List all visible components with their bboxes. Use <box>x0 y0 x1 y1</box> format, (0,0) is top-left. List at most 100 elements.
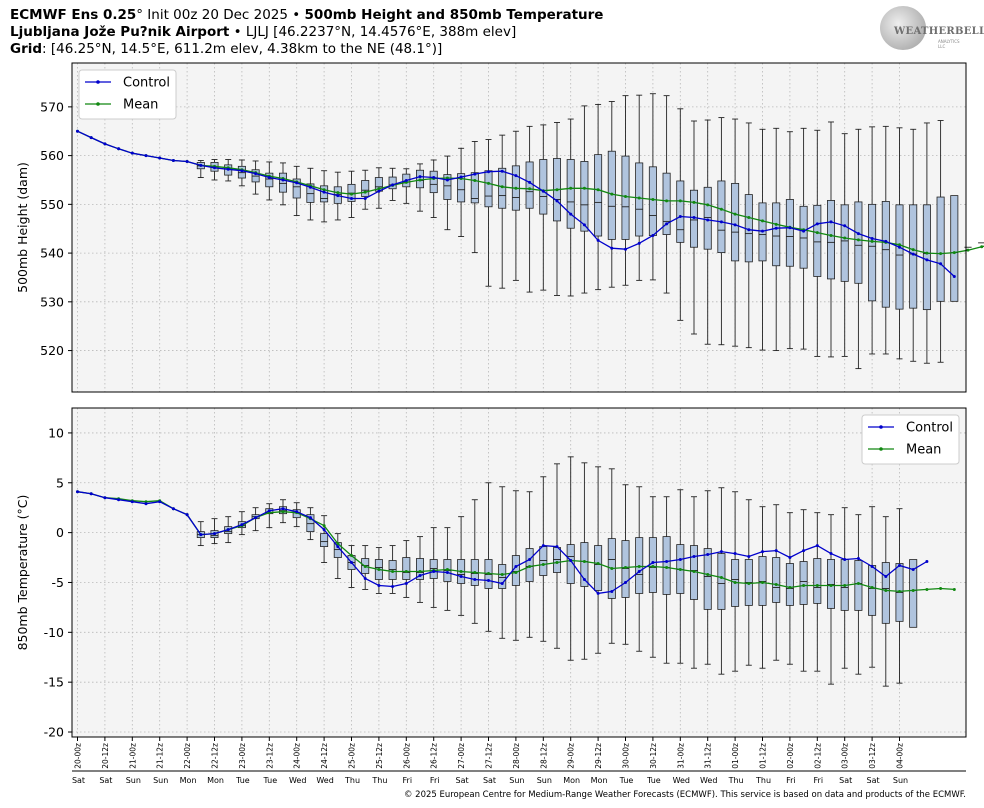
mean-point <box>665 199 669 203</box>
box <box>265 172 274 188</box>
box <box>868 203 877 302</box>
box <box>936 196 945 302</box>
control-point <box>322 528 326 532</box>
mean-point <box>747 216 751 220</box>
control-point <box>747 228 751 232</box>
control-point <box>514 565 518 569</box>
control-point <box>350 196 353 200</box>
box <box>415 558 424 580</box>
control-point <box>432 176 436 180</box>
control-point <box>911 252 915 256</box>
control-point <box>267 509 271 513</box>
mean-point <box>952 587 956 591</box>
x-date-label: 01-12z <box>759 743 768 769</box>
mean-point <box>487 181 490 185</box>
box <box>881 562 890 624</box>
mean-point <box>925 251 929 255</box>
mean-point <box>391 570 395 574</box>
x-date-label: 03-00z <box>841 743 850 769</box>
control-point <box>144 502 148 506</box>
mean-point <box>815 583 819 587</box>
mean-point <box>624 195 627 199</box>
mean-point <box>884 588 888 592</box>
mean-point <box>624 566 627 570</box>
x-date-label: 22-00z <box>183 743 192 769</box>
control-point <box>610 246 614 250</box>
box <box>895 204 904 310</box>
control-point <box>404 178 408 182</box>
control-point <box>295 181 299 185</box>
x-day-label: Tue <box>262 776 277 785</box>
station-name: Ljubljana Jože Pu?nik Airport <box>10 24 230 40</box>
control-point <box>473 577 477 581</box>
mean-point <box>350 192 353 196</box>
x-day-label: Sat <box>483 776 496 785</box>
x-day-label: Sun <box>537 776 552 785</box>
mean-point <box>829 583 833 587</box>
control-point <box>459 574 463 578</box>
mean-point <box>350 554 353 558</box>
x-date-label: 24-12z <box>320 743 329 769</box>
box <box>539 159 548 215</box>
box <box>827 200 836 280</box>
box <box>498 564 507 589</box>
control-point <box>582 223 586 227</box>
control-point <box>925 560 929 564</box>
box <box>717 553 726 610</box>
mean-point <box>404 570 408 574</box>
control-point <box>747 555 751 559</box>
control-point <box>582 577 586 581</box>
control-point <box>418 573 422 577</box>
control-point <box>706 218 710 222</box>
control-point <box>226 528 230 532</box>
box <box>799 205 808 269</box>
mean-point <box>500 185 504 189</box>
mean-point <box>528 187 532 191</box>
control-point <box>569 212 573 216</box>
control-point <box>774 226 778 230</box>
x-day-label: Mon <box>207 776 224 785</box>
bullet-separator: • <box>287 7 305 23</box>
chart-title: 500mb Height and 850mb Temperature <box>304 7 604 23</box>
control-point <box>336 194 340 198</box>
degree-mark: ° <box>136 7 144 23</box>
y-tick-label: 10 <box>48 425 64 440</box>
y-tick-label: 530 <box>40 294 64 309</box>
box <box>703 186 712 250</box>
control-point <box>569 559 573 563</box>
control-point <box>240 523 244 527</box>
control-point <box>802 229 806 233</box>
y-tick-label: -15 <box>44 675 64 690</box>
legend-marker <box>879 425 883 429</box>
control-point <box>596 591 600 595</box>
x-day-label: Sat <box>839 776 852 785</box>
model-name: ECMWF Ens 0.25 <box>10 7 137 23</box>
control-point <box>637 241 641 245</box>
x-date-label: 25-00z <box>348 743 357 769</box>
x-day-label: Thu <box>728 776 744 785</box>
control-point <box>500 169 504 173</box>
control-point <box>637 570 641 574</box>
x-date-label: 02-12z <box>813 743 822 769</box>
mean-point <box>952 251 956 255</box>
x-date-label: 30-12z <box>649 743 658 769</box>
mean-point <box>870 585 874 589</box>
x-date-label: 01-00z <box>731 743 740 769</box>
box <box>909 559 918 628</box>
box <box>813 204 822 277</box>
control-point <box>336 545 340 549</box>
box <box>525 161 534 209</box>
plot-frame <box>71 407 967 738</box>
mean-point <box>582 560 586 564</box>
mean-point <box>980 245 984 249</box>
mean-point <box>596 188 600 192</box>
control-point <box>130 151 134 155</box>
control-point <box>445 571 449 574</box>
control-point <box>541 189 545 193</box>
x-day-label: Thu <box>371 776 387 785</box>
control-point <box>555 545 559 549</box>
control-point <box>802 549 806 553</box>
x-day-label: Fri <box>814 776 824 785</box>
logo-text: WEATHERBELL <box>894 26 984 37</box>
x-day-label: Sun <box>509 776 524 785</box>
